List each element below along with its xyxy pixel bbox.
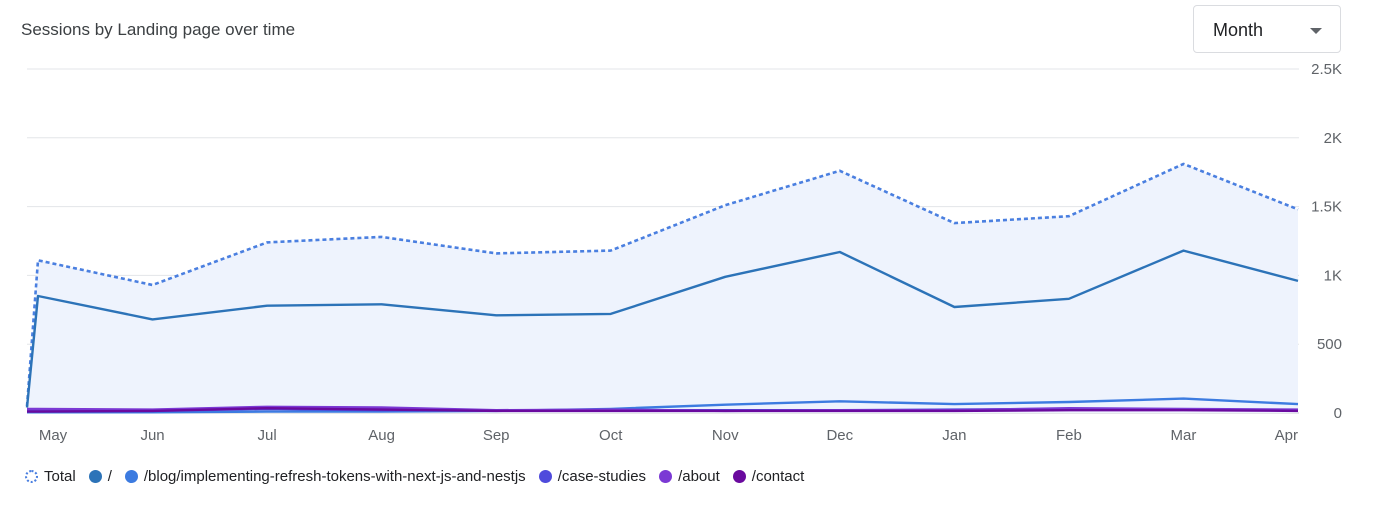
series-area-fill: [27, 163, 1298, 413]
legend-label: /: [107, 468, 112, 485]
x-tick-label: May: [39, 427, 68, 444]
x-tick-label: Aug: [368, 427, 395, 444]
legend-item[interactable]: Total: [25, 468, 76, 485]
legend-item[interactable]: /contact: [732, 468, 805, 485]
chart-title: Sessions by Landing page over time: [21, 20, 296, 39]
legend-label: /case-studies: [557, 468, 647, 485]
legend-item[interactable]: /: [88, 468, 112, 485]
legend-label: /contact: [751, 468, 805, 485]
y-tick-label: 1.5K: [1311, 199, 1342, 216]
legend-swatch-icon: [88, 470, 102, 483]
x-tick-label: Oct: [599, 427, 623, 444]
x-tick-label: Dec: [826, 427, 853, 444]
series-line: [25, 249, 1299, 408]
legend-label: Total: [44, 468, 76, 485]
x-tick-label: Apr: [1275, 427, 1298, 444]
x-tick-label: Jul: [257, 427, 276, 444]
x-tick-label: Mar: [1171, 427, 1197, 444]
legend-swatch-icon: [659, 470, 673, 483]
y-tick-label: 0: [1334, 405, 1342, 422]
legend-swatch-icon: [25, 470, 38, 483]
legend-swatch-icon: [124, 470, 138, 483]
chevron-down-icon: [1310, 28, 1322, 34]
y-tick-label: 500: [1317, 336, 1342, 353]
x-tick-label: Jan: [942, 427, 966, 444]
legend-swatch-icon: [732, 470, 746, 483]
series-line: [25, 162, 1299, 407]
x-tick-label: Nov: [712, 427, 739, 444]
chart-legend: Total / /blog/implementing-refresh-tokens-…: [25, 468, 817, 485]
y-tick-label: 2K: [1324, 130, 1342, 147]
legend-item[interactable]: /about: [659, 468, 720, 485]
line-chart: 0 500 1K 1.5K 2K 2.5K May Jun Jul Aug Sep Oct Nov Dec…: [25, 61, 1342, 444]
x-tick-label: Feb: [1056, 427, 1082, 444]
legend-item[interactable]: /case-studies: [538, 468, 647, 485]
y-tick-label: 2.5K: [1311, 61, 1342, 78]
y-tick-label: 1K: [1324, 267, 1342, 284]
x-tick-label: Jun: [140, 427, 164, 444]
legend-label: /about: [678, 468, 720, 485]
series-line: [27, 405, 1299, 413]
x-tick-label: Sep: [483, 427, 510, 444]
legend-label: /blog/implementing-refresh-tokens-with-n…: [143, 468, 526, 485]
period-select-dropdown[interactable]: Month: [1193, 5, 1341, 53]
legend-item[interactable]: /blog/implementing-refresh-tokens-with-n…: [124, 468, 526, 485]
series-line: [27, 407, 1299, 413]
period-select-value: Month: [1213, 20, 1264, 40]
legend-swatch-icon: [538, 470, 552, 483]
